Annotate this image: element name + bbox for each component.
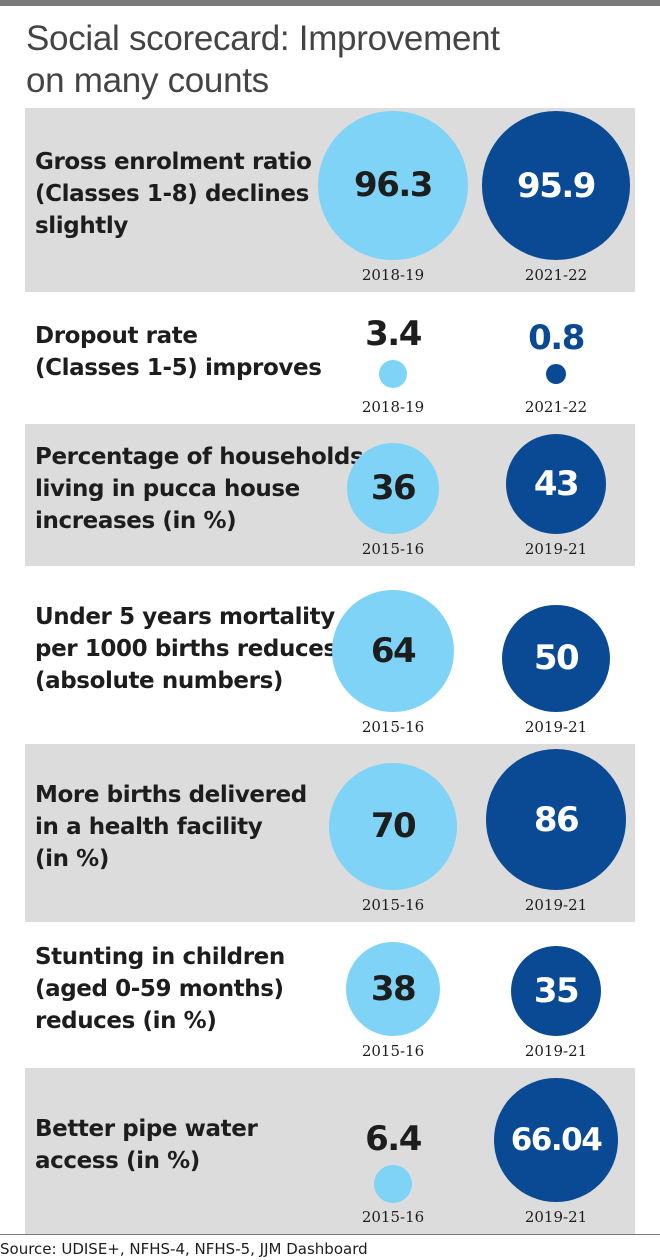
value-label: 38 <box>370 969 417 1010</box>
value-circle-second <box>511 946 601 1036</box>
row-label-line: (absolute numbers) <box>35 668 283 694</box>
value-label: 96.3 <box>354 165 433 206</box>
value-circle-second <box>546 364 566 384</box>
row-label: Percentage of households living in pucca … <box>35 424 364 554</box>
value-circle-second <box>481 111 631 260</box>
row-label-line: Stunting in children <box>35 944 285 970</box>
year-label: 2015-16 <box>361 540 425 558</box>
row-label-line: (Classes 1-5) improves <box>35 355 322 381</box>
value-label: 0.8 <box>528 318 585 358</box>
year-label: 2021-22 <box>524 266 588 284</box>
year-label: 2019-21 <box>524 540 588 558</box>
value-circle-second <box>485 749 627 890</box>
value-label: 50 <box>533 638 580 679</box>
row-label-line: slightly <box>35 213 128 239</box>
value-label: 6.4 <box>365 1118 422 1159</box>
year-label: 2019-21 <box>524 1042 588 1060</box>
row-label-line: Under 5 years mortality <box>35 604 335 630</box>
row-label-line: per 1000 births reduces <box>35 636 337 662</box>
value-circle-first <box>318 110 468 260</box>
value-circle-second <box>494 1078 618 1202</box>
year-label: 2015-16 <box>361 1208 425 1226</box>
row-label: Dropout rate (Classes 1-5) improves <box>35 292 355 412</box>
title-line-1: Social scorecard: Improvement <box>26 19 500 58</box>
scorecard-row: Better pipe water access (in %) 6.4 2015-16… <box>25 1068 635 1234</box>
year-label: 2019-21 <box>524 1208 588 1226</box>
year-label: 2019-21 <box>524 718 588 736</box>
scorecard-row: Percentage of households living in pucca … <box>25 424 635 566</box>
value-circle-first <box>332 590 454 712</box>
value-circle-second <box>502 604 610 712</box>
row-label-line: increases (in %) <box>35 508 237 534</box>
title-line-2: on many counts <box>26 61 269 100</box>
value-label: 95.9 <box>517 165 596 206</box>
value-label: 64 <box>370 631 417 672</box>
scorecard-row: Dropout rate (Classes 1-5) improves 3.4 201… <box>25 292 635 424</box>
row-label-line: reduces (in %) <box>35 1008 217 1034</box>
row-label-line: Dropout rate <box>35 323 198 349</box>
value-circle-first <box>347 442 439 534</box>
year-label: 2018-19 <box>361 398 425 416</box>
year-label: 2021-22 <box>524 398 588 416</box>
row-label: Under 5 years mortality per 1000 births r… <box>35 566 355 732</box>
row-label: Stunting in children (aged 0-59 months) re… <box>35 922 355 1056</box>
value-label: 66.04 <box>510 1122 603 1159</box>
row-label-line: Better pipe water <box>35 1116 258 1142</box>
row-label: More births delivered in a health facilit… <box>35 744 355 910</box>
row-label-line: Percentage of households <box>35 444 364 470</box>
row-label-line: More births delivered <box>35 782 307 808</box>
year-label: 2018-19 <box>361 266 425 284</box>
chart-title: Social scorecard: Improvement on many co… <box>26 18 646 102</box>
year-label: 2015-16 <box>361 718 425 736</box>
value-circle-second <box>506 434 606 534</box>
row-label-line: (in %) <box>35 846 109 872</box>
scorecard-row: Stunting in children (aged 0-59 months) re… <box>25 922 635 1068</box>
value-label: 70 <box>370 806 417 847</box>
scorecard-row: More births delivered in a health facilit… <box>25 744 635 922</box>
year-label: 2015-16 <box>361 1042 425 1060</box>
value-label: 43 <box>533 464 580 505</box>
row-label-line: access (in %) <box>35 1148 200 1174</box>
year-label: 2019-21 <box>524 896 588 914</box>
row-label-line: Gross enrolment ratio <box>35 149 312 175</box>
row-label: Gross enrolment ratio (Classes 1-8) decli… <box>35 108 355 280</box>
row-label-line: (aged 0-59 months) <box>35 976 284 1002</box>
scorecard-row: Under 5 years mortality per 1000 births r… <box>25 566 635 744</box>
value-label: 36 <box>370 468 417 509</box>
value-label: 86 <box>533 799 580 840</box>
value-label: 3.4 <box>365 313 422 354</box>
value-circle-first <box>378 359 407 388</box>
value-circle-first <box>346 942 440 1036</box>
value-circle-first <box>329 762 457 890</box>
source-note: Source: UDISE+, NFHS-4, NFHS-5, JJM Dash… <box>0 1234 660 1258</box>
scorecard-row: Gross enrolment ratio (Classes 1-8) decli… <box>25 108 635 292</box>
top-rule <box>0 0 660 6</box>
row-label-line: in a health facility <box>35 814 263 840</box>
row-label-line: living in pucca house <box>35 476 300 502</box>
value-circle-first <box>373 1164 413 1204</box>
row-label-line: (Classes 1-8) declines <box>35 181 309 207</box>
value-label: 35 <box>533 971 580 1012</box>
year-label: 2015-16 <box>361 896 425 914</box>
row-label: Better pipe water access (in %) <box>35 1068 355 1222</box>
